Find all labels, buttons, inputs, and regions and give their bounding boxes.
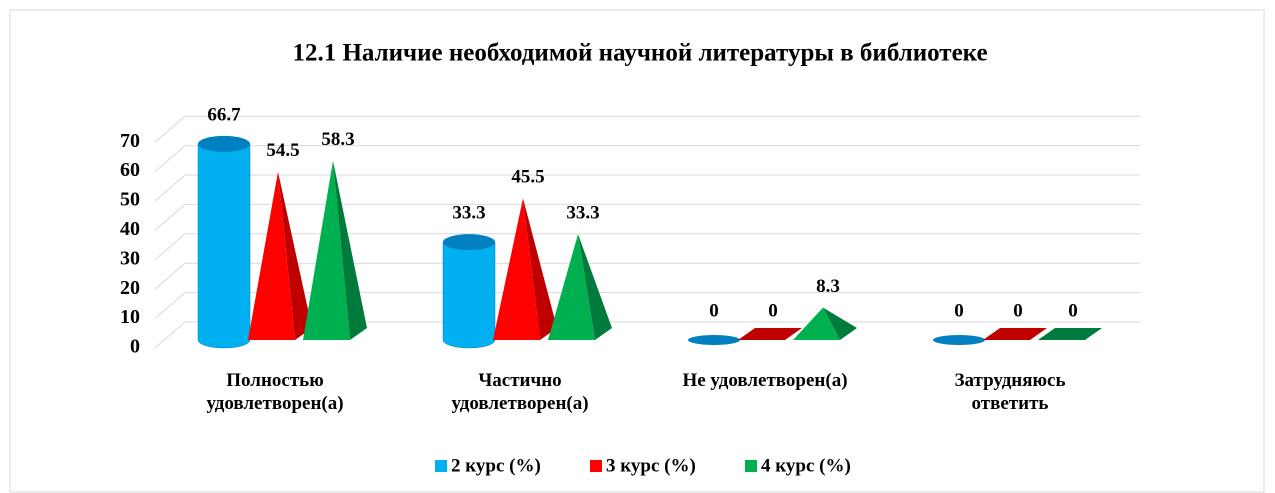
value-label: 33.3 xyxy=(566,202,599,223)
grid-line-side xyxy=(154,233,186,261)
bar xyxy=(738,328,802,340)
grid-line-side xyxy=(154,262,186,290)
x-tick-label-line: удовлетворен(а) xyxy=(451,393,588,414)
x-tick-label-line: Не удовлетворен(а) xyxy=(682,370,847,391)
value-label: 8.3 xyxy=(816,276,840,297)
value-label: 0 xyxy=(954,300,964,321)
value-label: 45.5 xyxy=(511,167,544,188)
value-label: 33.3 xyxy=(452,202,485,223)
grid-line-side xyxy=(154,292,186,319)
bar xyxy=(983,328,1047,340)
x-tick-label: Частично удовлетворен(а) xyxy=(451,370,588,414)
bar-top xyxy=(198,135,250,152)
bar xyxy=(197,143,251,349)
x-tick-label-line: Затрудняюсь xyxy=(954,370,1065,391)
bar-side xyxy=(333,160,367,340)
bar-side xyxy=(523,198,557,340)
grid-line-side xyxy=(154,115,186,143)
bar xyxy=(248,171,295,340)
x-tick-label-line: Полностью xyxy=(226,370,323,391)
x-tick-label: Затрудняюсь ответить xyxy=(954,370,1065,414)
value-label: 0 xyxy=(709,300,719,321)
bar-top xyxy=(443,234,495,251)
bar xyxy=(933,335,985,345)
bar-side xyxy=(823,307,857,340)
x-tick-label-line: Частично xyxy=(478,370,561,391)
value-label: 0 xyxy=(768,300,778,321)
grid-line-side xyxy=(154,321,186,349)
chart-title: 12.1 Наличие необходимой научной литерат… xyxy=(292,40,987,67)
bar xyxy=(688,335,740,345)
x-tick-label: Не удовлетворен(а) xyxy=(682,370,847,391)
value-label: 66.7 xyxy=(207,104,241,125)
y-tick-label: 20 xyxy=(120,277,140,299)
value-label: 0 xyxy=(1013,300,1023,321)
y-tick-label: 60 xyxy=(120,159,140,181)
value-label: 58.3 xyxy=(321,129,354,150)
value-label: 0 xyxy=(1068,300,1078,321)
bar xyxy=(442,241,496,349)
x-tick-label-line: удовлетворен(а) xyxy=(206,393,343,414)
y-tick-label: 50 xyxy=(120,189,140,211)
y-tick-label: 30 xyxy=(120,247,140,269)
bar xyxy=(493,198,540,340)
legend-swatch xyxy=(745,460,757,472)
legend-label: 3 курс (%) xyxy=(606,455,696,476)
bar-side xyxy=(578,234,612,340)
bar xyxy=(303,160,350,340)
legend-swatch xyxy=(435,460,447,472)
bar xyxy=(548,234,595,340)
grid-line-side xyxy=(154,145,186,172)
y-tick-label: 40 xyxy=(120,218,140,240)
legend-label: 2 курс (%) xyxy=(451,455,541,476)
legend-swatch xyxy=(590,460,602,472)
bar-side xyxy=(278,171,312,340)
x-tick-label-line: ответить xyxy=(972,393,1049,414)
grid-line-side xyxy=(154,174,186,202)
bar xyxy=(1038,328,1102,340)
y-tick-label: 10 xyxy=(120,306,140,328)
grid-line-side xyxy=(154,204,186,231)
bar xyxy=(793,307,840,340)
value-label: 54.5 xyxy=(266,140,299,161)
y-tick-label: 70 xyxy=(120,130,140,152)
x-tick-label: Полностью удовлетворен(а) xyxy=(206,370,343,414)
y-tick-label: 0 xyxy=(130,336,140,358)
legend-label: 4 курс (%) xyxy=(761,455,851,476)
